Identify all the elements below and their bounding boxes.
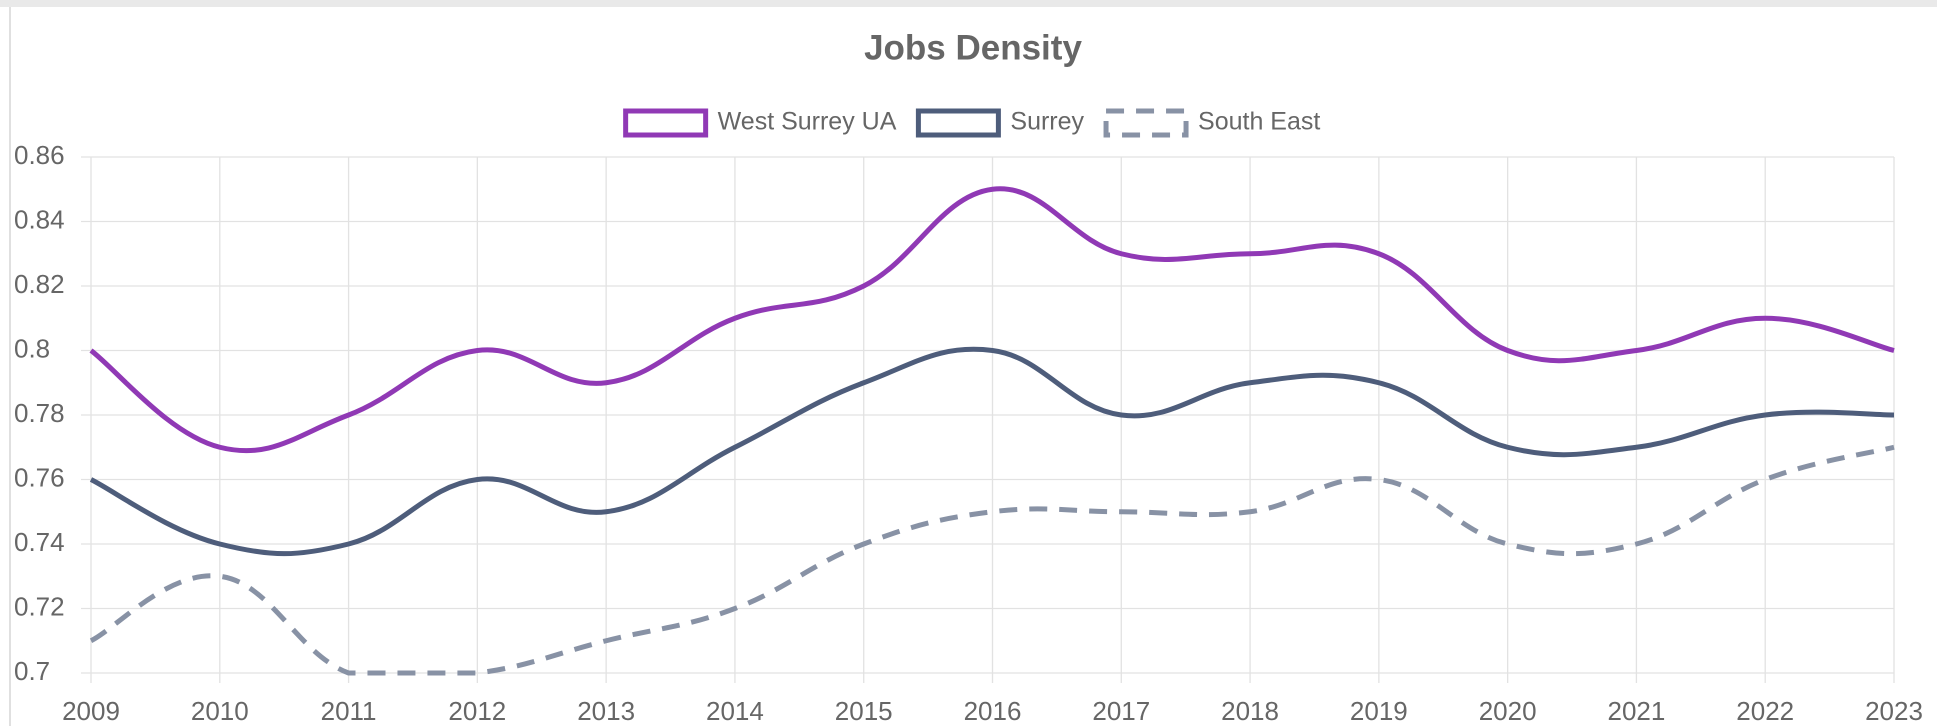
line-series (89, 186, 1895, 454)
legend-label: South East (1198, 108, 1320, 136)
x-tick-label: 2010 (191, 696, 249, 726)
legend-swatch (1103, 108, 1189, 138)
x-tick-label: 2017 (1092, 696, 1150, 726)
line-series (89, 444, 1895, 676)
y-tick-label: 0.76 (14, 462, 65, 492)
legend-label: West Surrey UA (718, 108, 897, 136)
x-tick-label: 2015 (835, 696, 893, 726)
x-tick-label: 2012 (448, 696, 506, 726)
x-tick-label: 2011 (321, 696, 377, 726)
x-tick-label: 2023 (1865, 696, 1923, 726)
x-tick-label: 2022 (1736, 696, 1794, 726)
x-tick-label: 2018 (1221, 696, 1279, 726)
x-tick-label: 2021 (1608, 696, 1666, 726)
y-tick-label: 0.86 (14, 140, 65, 170)
y-tick-label: 0.84 (14, 204, 65, 234)
x-tick-label: 2020 (1479, 696, 1537, 726)
y-tick-label: 0.82 (14, 269, 65, 299)
top-band (0, 0, 1937, 7)
x-tick-label: 2016 (964, 696, 1022, 726)
y-tick-label: 0.8 (14, 333, 50, 363)
x-tick-label: 2019 (1350, 696, 1408, 726)
y-tick-label: 0.78 (14, 398, 65, 428)
chart-title: Jobs Density (864, 28, 1082, 67)
legend-swatch (623, 108, 709, 138)
line-series (89, 346, 1895, 557)
x-tick-label: 2009 (62, 696, 120, 726)
x-tick-label: 2014 (706, 696, 764, 726)
x-tick-label: 2013 (577, 696, 635, 726)
legend-swatch (915, 108, 1001, 138)
y-tick-label: 0.7 (14, 656, 50, 686)
y-tick-label: 0.74 (14, 527, 65, 557)
legend-label: Surrey (1010, 108, 1084, 136)
y-tick-label: 0.72 (14, 591, 65, 621)
